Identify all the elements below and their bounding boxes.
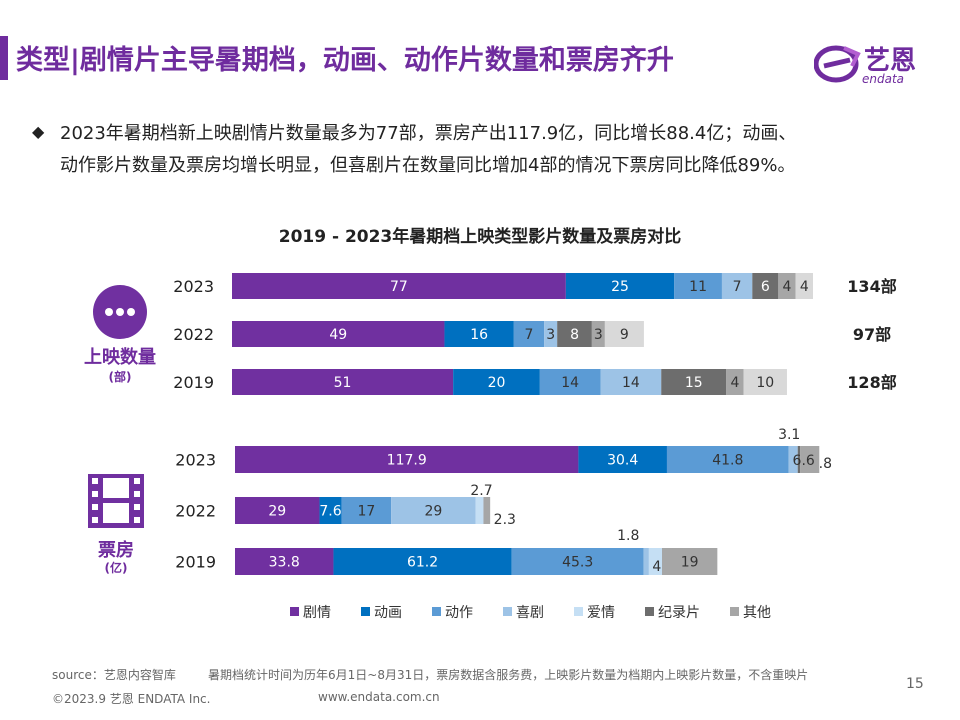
count-data-label: 4 — [783, 279, 792, 295]
box-data-label: 17 — [357, 504, 375, 520]
box-data-label: 117.9 — [387, 453, 427, 469]
box-bar-segment — [476, 497, 484, 524]
legend-label: 动画 — [374, 605, 402, 621]
legend-swatch — [290, 607, 299, 616]
count-data-label: 20 — [488, 375, 506, 391]
count-data-label: 9 — [620, 327, 629, 343]
count-data-label: 15 — [685, 375, 703, 391]
box-bar-segment — [644, 548, 649, 575]
count-data-label: 4 — [800, 279, 809, 295]
legend-swatch — [503, 607, 512, 616]
legend-swatch — [645, 607, 654, 616]
legend-swatch — [574, 607, 583, 616]
legend-label: 其他 — [743, 605, 771, 621]
box-data-label: 61.2 — [407, 555, 438, 571]
legend-label: 爱情 — [587, 605, 615, 621]
legend-label: 剧情 — [303, 605, 331, 621]
box-data-label: 3.1 — [778, 427, 800, 443]
box-year-label: 2023 — [175, 451, 216, 470]
stacked-bar-chart: 2023 77 25 11 7 6 4 4 134部2022 49 16 7 3 8 3 9 97部2019 51… — [0, 0, 960, 720]
legend-label: 喜剧 — [516, 605, 544, 621]
box-year-label: 2022 — [175, 502, 216, 521]
box-data-label: 29 — [424, 504, 442, 520]
count-data-label: 7 — [733, 279, 742, 295]
count-data-label: 6 — [761, 279, 770, 295]
box-data-label: 6.6 — [793, 453, 815, 469]
box-data-label: 1.8 — [617, 528, 639, 544]
count-year-label: 2022 — [173, 325, 214, 344]
count-data-label: 49 — [329, 327, 347, 343]
count-data-label: 10 — [756, 375, 774, 391]
count-year-label: 2023 — [173, 277, 214, 296]
box-year-label: 2019 — [175, 553, 216, 572]
count-data-label: 16 — [470, 327, 488, 343]
box-data-label: 45.3 — [562, 555, 593, 571]
box-bar-segment — [483, 497, 490, 524]
count-data-label: 51 — [334, 375, 352, 391]
footer-source: source：艺恩内容智库 — [52, 666, 176, 683]
box-data-label: 19 — [681, 555, 699, 571]
count-data-label: 3 — [546, 327, 555, 343]
count-data-label: 77 — [390, 279, 408, 295]
footer-note: 暑期档统计时间为历年6月1日~8月31日，票房数据含服务费，上映影片数量为档期内… — [208, 666, 808, 683]
count-total-label: 97部 — [853, 325, 891, 344]
count-data-label: 25 — [611, 279, 629, 295]
count-year-label: 2019 — [173, 373, 214, 392]
footer-website: www.endata.com.cn — [318, 690, 440, 704]
count-data-label: 14 — [561, 375, 579, 391]
legend-label: 纪录片 — [658, 605, 700, 621]
count-data-label: 8 — [570, 327, 579, 343]
count-total-label: 134部 — [847, 277, 896, 296]
count-data-label: 3 — [594, 327, 603, 343]
box-data-label: 2.7 — [470, 483, 492, 499]
box-data-label: 29 — [268, 504, 286, 520]
box-data-label: 41.8 — [712, 453, 743, 469]
box-data-label: 33.8 — [269, 555, 300, 571]
legend-swatch — [730, 607, 739, 616]
box-data-label: 7.6 — [319, 504, 341, 520]
count-data-label: 14 — [622, 375, 640, 391]
count-data-label: 4 — [730, 375, 739, 391]
count-data-label: 11 — [689, 279, 707, 295]
box-data-label: 2.3 — [494, 512, 516, 528]
legend-swatch — [361, 607, 370, 616]
count-data-label: 7 — [525, 327, 534, 343]
footer-copyright: ©2023.9 艺恩 ENDATA Inc. — [52, 690, 210, 707]
page-number: 15 — [906, 676, 924, 692]
count-total-label: 128部 — [847, 373, 896, 392]
box-data-label: 30.4 — [607, 453, 638, 469]
legend-swatch — [432, 607, 441, 616]
legend-label: 动作 — [445, 605, 473, 621]
